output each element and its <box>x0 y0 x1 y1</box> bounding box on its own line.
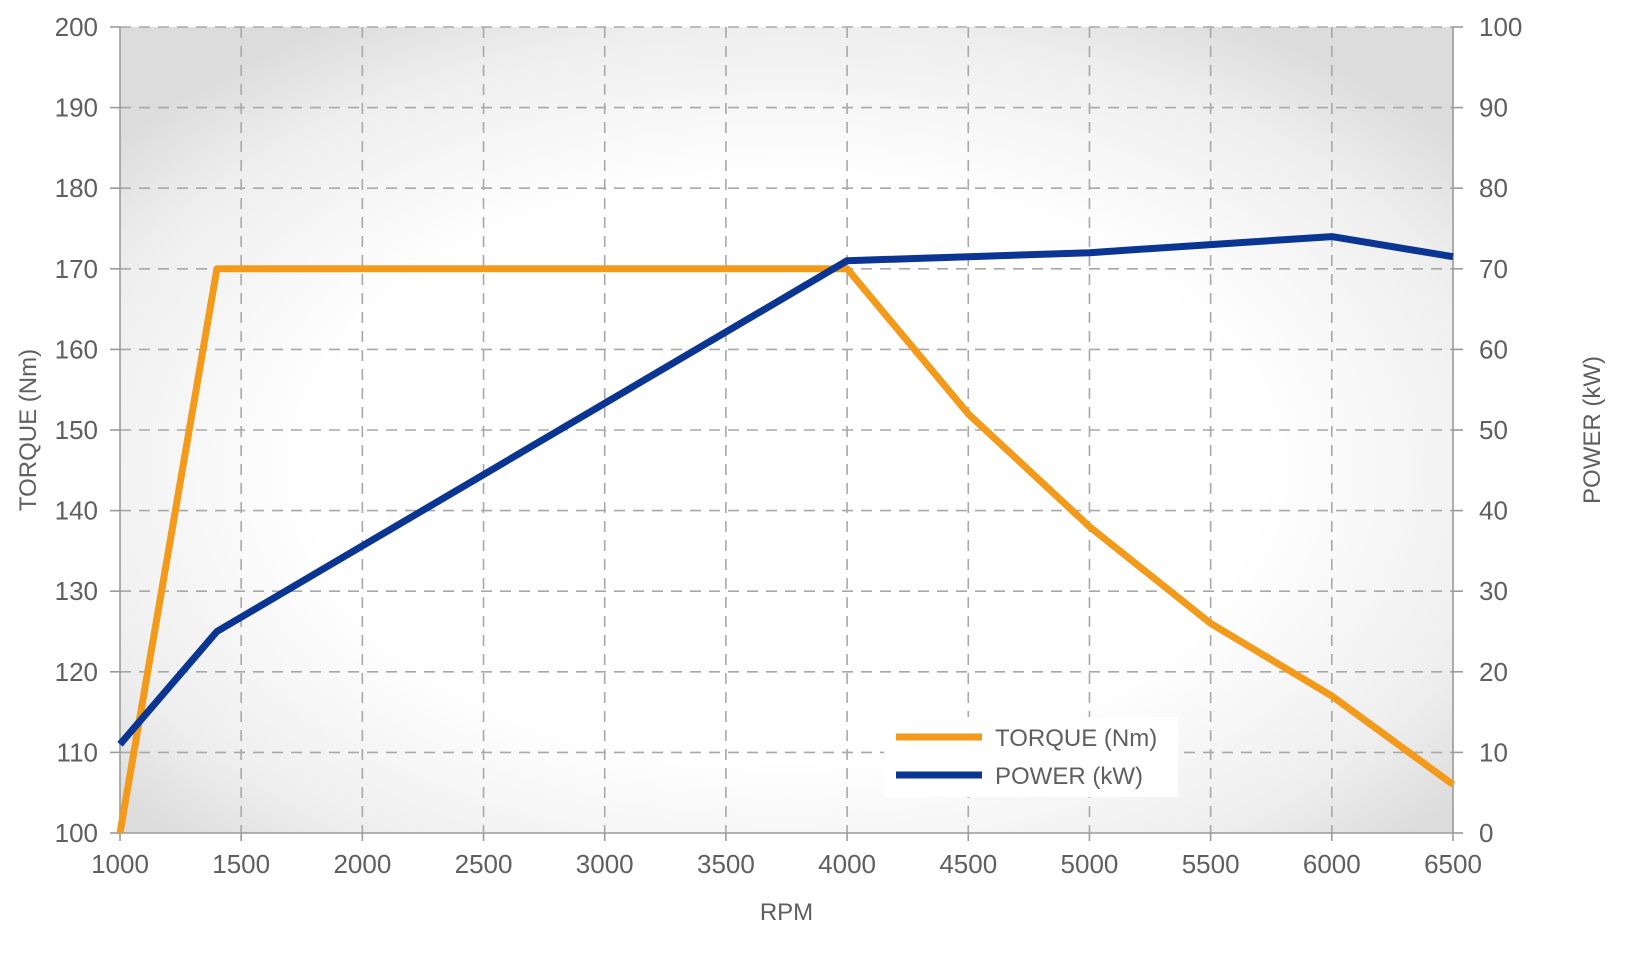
left-y-tick-label: 120 <box>55 657 98 687</box>
power-line <box>117 233 1454 747</box>
left-y-tick-label: 160 <box>55 334 98 364</box>
axes: 1000 1500 2000 2500 3000 3500 4000 4500 5000 5500… <box>55 12 1523 879</box>
left-y-tick-label: 110 <box>57 737 98 767</box>
right-y-tick-label: 100 <box>1479 12 1522 42</box>
right-y-tick-label: 70 <box>1479 254 1508 284</box>
right-y-tick-label: 0 <box>1479 818 1493 848</box>
legend-label-torque: TORQUE (Nm) <box>995 725 1157 752</box>
left-y-tick-label: 100 <box>55 818 98 848</box>
series <box>116 233 1456 834</box>
left-y-tick-label: 200 <box>55 12 98 42</box>
grid <box>120 26 1453 833</box>
x-tick-label: 6500 <box>1424 849 1482 879</box>
right-y-tick-label: 40 <box>1479 496 1508 526</box>
x-tick-label: 1000 <box>91 849 149 879</box>
right-y-axis-title: POWER (kW) <box>1579 356 1606 504</box>
x-tick-label: 5000 <box>1061 849 1119 879</box>
left-y-tick-label: 150 <box>55 415 98 445</box>
x-tick-label: 1500 <box>212 849 270 879</box>
left-y-tick-label: 180 <box>55 173 98 203</box>
x-tick-label: 3000 <box>576 849 634 879</box>
x-tick-label: 6000 <box>1303 849 1361 879</box>
right-y-tick-label: 10 <box>1479 737 1508 767</box>
x-tick-label: 4000 <box>818 849 876 879</box>
x-tick-label: 3500 <box>697 849 755 879</box>
legend-box <box>884 717 1178 797</box>
left-y-tick-label: 130 <box>55 576 98 606</box>
x-tick-label: 5500 <box>1182 849 1240 879</box>
legend: TORQUE (Nm) POWER (kW) <box>884 717 1178 797</box>
left-y-tick-label: 170 <box>55 254 98 284</box>
x-tick-label: 2000 <box>333 849 391 879</box>
legend-label-power: POWER (kW) <box>995 763 1143 790</box>
x-tick-label: 4500 <box>939 849 997 879</box>
right-y-tick-label: 20 <box>1479 657 1508 687</box>
x-tick-label: 2500 <box>455 849 513 879</box>
x-axis-title: RPM <box>760 899 813 926</box>
torque-line <box>116 265 1456 834</box>
right-y-tick-label: 90 <box>1479 93 1508 123</box>
right-y-tick-label: 50 <box>1479 415 1508 445</box>
left-y-tick-label: 190 <box>55 93 98 123</box>
right-y-tick-label: 80 <box>1479 173 1508 203</box>
right-y-tick-label: 30 <box>1479 576 1508 606</box>
right-y-tick-label: 60 <box>1479 334 1508 364</box>
left-y-axis-title: TORQUE (Nm) <box>15 349 42 511</box>
left-y-tick-label: 140 <box>55 496 98 526</box>
